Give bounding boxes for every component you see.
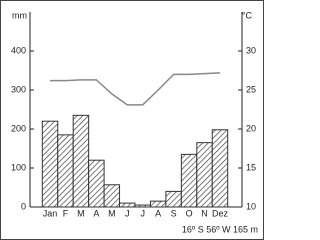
x-tick-label: A [93, 208, 99, 218]
bar [88, 159, 105, 208]
x-tick-label: Jan [43, 208, 58, 218]
y2-tick-label: 20 [246, 123, 256, 133]
x-tick-label: J [125, 208, 130, 218]
bar [165, 190, 182, 208]
bar [57, 134, 74, 208]
temperature-line [50, 72, 221, 106]
y-tick-label: 0 [21, 201, 26, 211]
bar [134, 204, 151, 208]
bar [119, 202, 136, 208]
x-tick-label: Dez [212, 208, 229, 218]
y-axis-label: mm [12, 10, 27, 20]
chart: mm °C 16º S 56º W 165 m 0 100 200 300 400 10 1… [0, 0, 264, 240]
x-tick-label: F [63, 208, 69, 218]
bar [41, 120, 59, 208]
bar [180, 153, 198, 208]
y2-tick-label: 10 [246, 201, 256, 211]
x-tick-label: O [186, 208, 193, 218]
bar [149, 200, 167, 208]
x-tick-label: N [201, 208, 208, 218]
y2-tick-label: 15 [246, 162, 256, 172]
y-tick-label: 100 [11, 162, 26, 172]
x-tick-label: A [155, 208, 161, 218]
bar [103, 184, 121, 208]
x-tick-label: M [108, 208, 116, 218]
y-tick-label: 200 [11, 123, 26, 133]
bar [196, 142, 213, 208]
y-tick-label: 400 [11, 45, 26, 55]
y2-axis-label: °C [242, 10, 253, 20]
x-tick-label: M [77, 208, 85, 218]
y2-tick-label: 25 [246, 84, 256, 94]
y-tick-label: 300 [11, 84, 26, 94]
bar [211, 129, 229, 208]
y2-tick-label: 30 [246, 45, 256, 55]
x-tick-label: S [171, 208, 177, 218]
x-tick-label: J [140, 208, 145, 218]
annotation: 16º S 56º W 165 m [182, 224, 258, 234]
bar [72, 114, 90, 208]
